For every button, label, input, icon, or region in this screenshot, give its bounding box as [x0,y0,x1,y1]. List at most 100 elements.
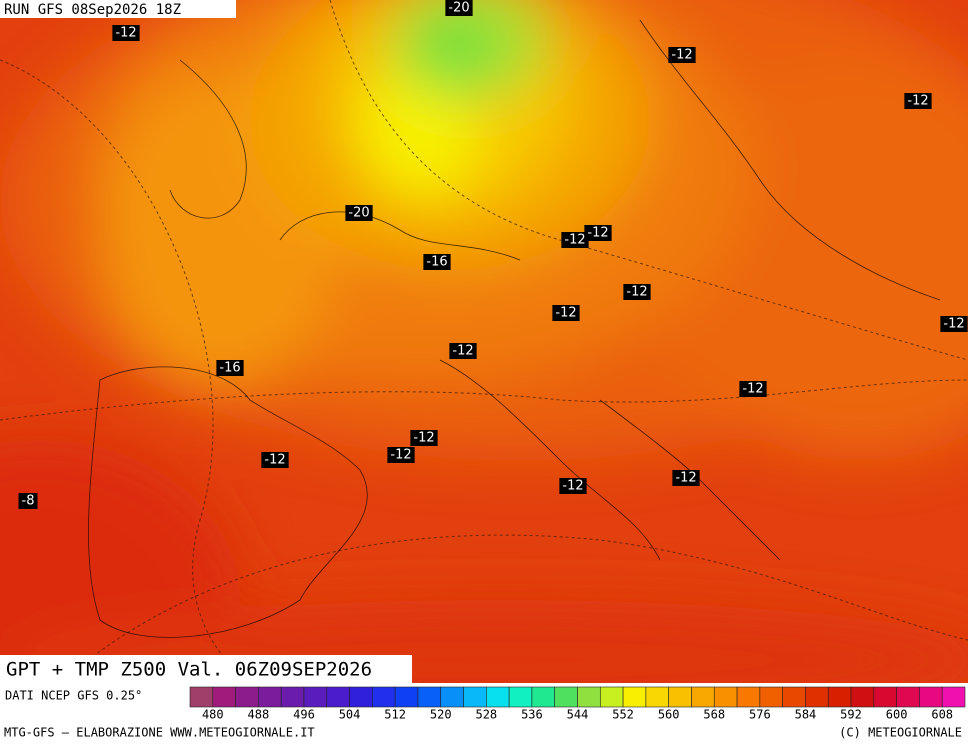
label-text: -12 [264,453,285,468]
colorbar-swatch [280,686,305,708]
contour-label: -12 [559,478,587,494]
label-text: -20 [448,1,469,16]
run-text: RUN GFS 08Sep2026 18Z [4,2,181,18]
colorbar-swatch [577,686,601,708]
contour-label: -12 [739,381,767,397]
label-box [904,93,932,109]
title-box [0,655,412,683]
colorbar-tick-label: 480 [202,708,224,722]
colorbar-tick-label: 592 [840,708,862,722]
label-box [261,452,289,468]
label-box [18,493,38,509]
label-text: -12 [390,448,411,463]
colorbar-swatch [508,686,533,708]
label-text: -12 [907,94,928,109]
colorbar-swatch [349,686,373,708]
colorbar-tick-label: 608 [931,708,953,722]
colorbar-swatch [805,686,829,708]
colorbar-swatch [599,686,624,708]
colorbar-tick-label: 504 [339,708,361,722]
colorbar-tick-label: 536 [521,708,543,722]
contour-label: -12 [584,225,612,241]
colorbar-swatch [896,686,920,708]
label-text: -8 [22,494,35,509]
colorbar-swatch [394,686,419,708]
contour-label: -12 [668,47,696,63]
colorbar-swatch [531,686,556,708]
label-box [739,381,767,397]
contour-label: -12 [410,430,438,446]
label-text: -12 [562,479,583,494]
label-text: -12 [413,431,434,446]
label-box [552,305,580,321]
contour-label: -12 [623,284,651,300]
label-text: -12 [742,382,763,397]
label-box [672,470,700,486]
label-box [940,316,968,332]
label-text: -20 [348,206,369,221]
colorbar-swatch [645,686,669,708]
colorbar-swatch [235,686,259,708]
run-box [0,0,236,18]
colorbar-tick-label: 552 [612,708,634,722]
contour-label: -20 [345,205,373,221]
label-box [445,0,473,16]
label-text: -12 [675,471,696,486]
colorbar-swatch [736,686,761,708]
colorbar-tick-label: 496 [293,708,315,722]
label-box [668,47,696,63]
label-text: -12 [943,317,964,332]
colorbar-swatch [941,686,966,708]
contour-label: -12 [672,470,700,486]
contour-labels: -12-20-12-12-20-12 -12-16-12-12-12-12-16-… [18,0,968,509]
colorbar-swatch [372,686,396,708]
colorbar-swatch [919,686,943,708]
colorbar-swatch [258,686,282,708]
label-text: -12 [626,285,647,300]
colorbar-swatch [850,686,875,708]
colorbar-tick-label: 488 [248,708,270,722]
contours [0,0,968,683]
colorbar-swatch [189,686,214,708]
label-text: -16 [219,361,240,376]
colorbar-swatch [554,686,578,708]
contour-label: -12 [112,25,140,41]
colorbar-tick-label: 560 [658,708,680,722]
map-title: GPT + TMP Z500 Val. 06Z09SEP2026 [6,659,372,681]
contour-label: -12 [552,305,580,321]
colorbar-tick-label: 576 [749,708,771,722]
contour-label: -12 [940,316,968,332]
label-text: -12 [452,344,473,359]
colorbar-tick-label: 528 [475,708,497,722]
colorbar-swatch [212,686,236,708]
contour-label: -8 [18,493,38,509]
contour-label: -12 [561,232,589,248]
colorbar-swatch [782,686,806,708]
contour-label: -20 [445,0,473,16]
label-box [387,447,415,463]
colorbar-swatch [463,686,487,708]
contour-label: -16 [216,360,244,376]
contour-label: -16 [423,254,451,270]
label-box [345,205,373,221]
label-box [449,343,477,359]
colorbar-swatch [827,686,852,708]
label-box [561,232,589,248]
colorbar: 480 488 496 504 512 520 528 536 544 552 560 568 576 5… [189,686,966,722]
label-box [584,225,612,241]
label-text: -12 [671,48,692,63]
colorbar-tick-label: 584 [795,708,817,722]
label-box [410,430,438,446]
label-text: -12 [555,306,576,321]
colorbar-swatch [873,686,897,708]
colorbar-tick-label: 512 [384,708,406,722]
colorbar-tick-label: 568 [703,708,725,722]
label-box [216,360,244,376]
label-text: -12 [115,26,136,41]
contour-label: -12 [904,93,932,109]
colorbar-tick-label: 600 [886,708,908,722]
